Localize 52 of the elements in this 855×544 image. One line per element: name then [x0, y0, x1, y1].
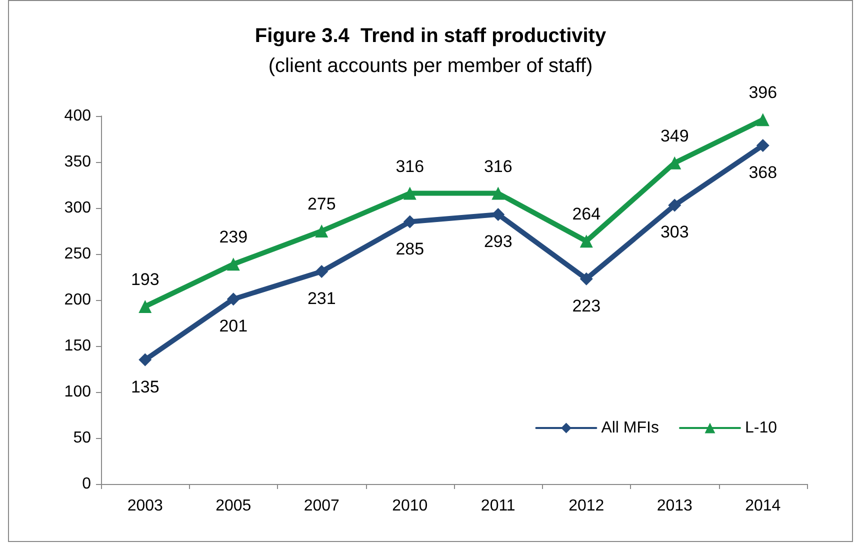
legend-label: All MFIs — [601, 420, 659, 436]
data-label: 285 — [396, 239, 424, 258]
chart-title: Figure 3.4 Trend in staff productivity — [254, 25, 607, 47]
data-label: 368 — [748, 162, 778, 182]
y-tick-label: 400 — [64, 108, 92, 124]
legend-label: L-10 — [744, 420, 778, 436]
point — [315, 224, 328, 238]
y-tick-label: 100 — [64, 384, 92, 400]
x-tick-label: 2014 — [745, 498, 781, 514]
point — [492, 208, 505, 221]
point — [580, 234, 593, 248]
data-label: 303 — [660, 222, 689, 242]
data-label: 231 — [307, 288, 336, 308]
point — [668, 198, 682, 212]
data-label: 201 — [219, 316, 248, 336]
point — [492, 186, 505, 200]
data-label: 349 — [660, 126, 689, 146]
data-label: 193 — [130, 270, 160, 289]
x-tick-label: 2013 — [656, 498, 693, 514]
point — [138, 353, 152, 366]
data-label: 316 — [396, 156, 424, 176]
x-tick-label: 2011 — [480, 498, 516, 514]
point — [403, 215, 416, 228]
data-label: 396 — [748, 83, 778, 102]
point — [580, 272, 593, 286]
point — [226, 258, 240, 271]
data-label: 275 — [307, 194, 336, 214]
data-label: 135 — [130, 377, 160, 396]
y-tick-label: 200 — [64, 292, 92, 308]
y-tick-label: 350 — [64, 154, 92, 170]
chart-subtitle: (client accounts per member of staff) — [268, 55, 593, 77]
y-tick-label: 50 — [73, 430, 92, 446]
point — [226, 292, 240, 306]
data-label: 316 — [484, 156, 512, 176]
data-label: 223 — [572, 296, 601, 316]
point — [315, 264, 328, 278]
point — [138, 300, 152, 313]
data-label: 264 — [572, 204, 601, 224]
y-tick-label: 150 — [64, 338, 92, 354]
x-tick-label: 2005 — [216, 498, 252, 514]
y-tick-label: 0 — [82, 476, 92, 492]
x-tick-label: 2012 — [568, 498, 604, 514]
point — [756, 113, 770, 126]
data-label: 293 — [484, 232, 512, 251]
point — [756, 138, 770, 152]
point — [403, 186, 416, 200]
y-tick-label: 300 — [64, 200, 92, 216]
data-label: 239 — [219, 228, 248, 247]
x-tick-label: 2010 — [392, 498, 428, 514]
x-tick-label: 2007 — [304, 498, 340, 514]
x-tick-label: 2003 — [127, 498, 164, 514]
y-tick-label: 250 — [64, 246, 92, 262]
